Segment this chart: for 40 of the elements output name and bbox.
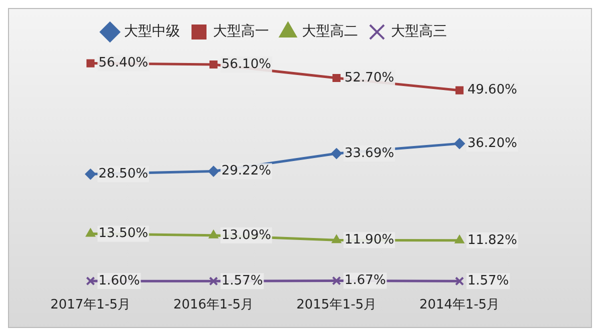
- data-label: 36.20%: [468, 136, 518, 151]
- legend-label: 大型高三: [391, 24, 447, 40]
- point: [86, 59, 95, 68]
- legend-label: 大型高二: [302, 24, 358, 40]
- data-label: 1.60%: [98, 273, 140, 288]
- x-tick-label: 2014年1-5月: [419, 298, 500, 313]
- data-label: 11.82%: [468, 232, 518, 248]
- data-label: 11.90%: [344, 232, 394, 248]
- data-label: 1.57%: [222, 274, 263, 289]
- point: [332, 74, 341, 82]
- legend-label: 大型中级: [124, 24, 180, 40]
- data-label: 29.22%: [222, 164, 272, 179]
- data-label: 49.60%: [468, 82, 518, 98]
- point: [332, 234, 342, 244]
- point: [455, 86, 464, 94]
- x-tick-label: 2016年1-5月: [173, 298, 254, 313]
- point: [208, 230, 218, 238]
- data-label: 13.50%: [98, 226, 148, 242]
- point: [208, 166, 219, 177]
- point: [85, 168, 96, 180]
- point: [86, 228, 96, 237]
- point: [454, 234, 464, 244]
- x-tick-label: 2015年1-5月: [296, 298, 377, 313]
- x-tick-label: 2017年1-5月: [50, 298, 131, 313]
- legend-label: 大型高一: [213, 24, 269, 40]
- data-label: 52.70%: [344, 70, 394, 86]
- point: [208, 276, 218, 286]
- data-label: 56.40%: [98, 56, 148, 71]
- point: [332, 276, 342, 286]
- point: [86, 276, 96, 286]
- data-label: 28.50%: [98, 166, 148, 182]
- point: [331, 148, 342, 160]
- data-label: 13.09%: [222, 228, 272, 243]
- point: [209, 60, 218, 69]
- point: [454, 138, 465, 150]
- data-label: 1.57%: [468, 274, 509, 289]
- data-label: 33.69%: [344, 146, 394, 161]
- data-label: 56.10%: [222, 56, 272, 72]
- point: [454, 276, 464, 286]
- data-label: 1.67%: [344, 273, 386, 288]
